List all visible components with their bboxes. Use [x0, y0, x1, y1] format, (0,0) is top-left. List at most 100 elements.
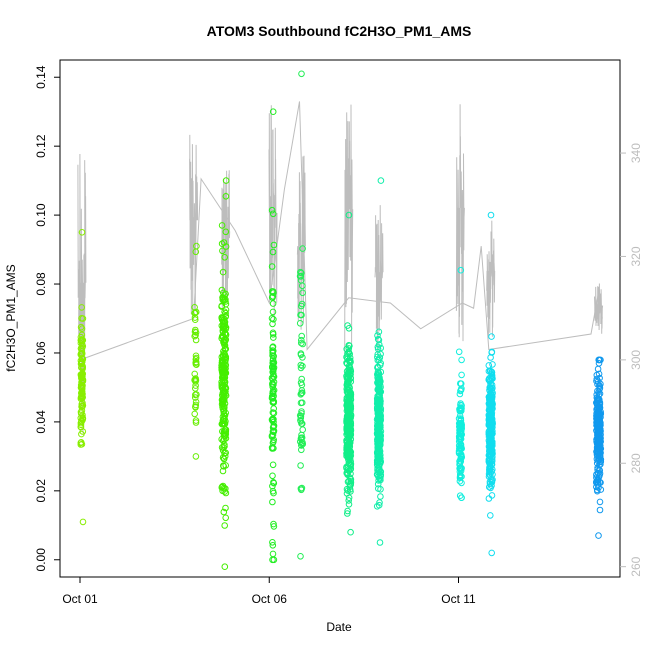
data-point — [192, 336, 200, 344]
data-point — [298, 269, 305, 277]
data-point — [218, 314, 225, 321]
data-point — [595, 360, 603, 367]
data-point — [345, 342, 353, 349]
data-point — [344, 449, 351, 457]
data-point — [78, 385, 86, 393]
data-point — [297, 553, 304, 560]
data-point — [487, 414, 495, 422]
data-point — [345, 406, 353, 414]
data-point — [345, 497, 353, 504]
data-point — [78, 370, 86, 378]
y-tick-label: 0.04 — [34, 410, 48, 434]
data-point — [489, 447, 496, 454]
point-cluster-4 — [296, 70, 307, 560]
data-point — [298, 70, 305, 78]
data-point — [377, 415, 385, 423]
data-point — [192, 359, 199, 367]
data-point — [297, 462, 304, 469]
data-point — [596, 453, 604, 461]
data-point — [222, 385, 229, 392]
data-point — [222, 514, 229, 522]
data-point — [269, 539, 276, 546]
data-point — [221, 522, 228, 529]
data-point — [298, 399, 306, 407]
data-point — [268, 206, 276, 214]
data-point — [192, 248, 200, 256]
data-point — [593, 375, 601, 383]
data-point — [298, 389, 305, 397]
data-point — [345, 423, 352, 430]
data-point — [269, 428, 277, 435]
data-point — [269, 445, 276, 452]
data-point — [218, 400, 226, 408]
data-point — [594, 487, 601, 495]
data-point — [457, 472, 464, 480]
data-point — [192, 419, 200, 426]
data-point — [268, 288, 276, 295]
data-point — [486, 411, 494, 418]
data-point — [347, 407, 354, 415]
data-point — [219, 333, 227, 341]
data-point — [221, 345, 229, 353]
data-point — [299, 426, 307, 434]
y-tick-label: 0.08 — [34, 272, 48, 296]
data-point — [485, 470, 493, 478]
data-point — [597, 380, 604, 388]
data-point — [345, 467, 353, 475]
data-point — [78, 304, 85, 311]
data-point — [488, 422, 496, 430]
y2-tick-label: 300 — [629, 350, 643, 370]
point-cluster-9 — [593, 356, 605, 539]
data-point — [78, 417, 85, 425]
data-point — [298, 434, 306, 442]
data-point — [345, 459, 353, 467]
data-point — [192, 398, 200, 406]
data-point — [270, 289, 277, 297]
data-point — [269, 498, 276, 506]
data-point — [456, 468, 464, 476]
data-point — [222, 504, 229, 512]
data-point — [486, 431, 494, 439]
data-point — [596, 470, 604, 477]
data-point — [595, 412, 602, 420]
data-point — [456, 458, 463, 465]
y-tick-label: 0.02 — [34, 479, 48, 503]
data-point — [345, 434, 353, 442]
data-point — [347, 371, 354, 378]
data-point — [78, 325, 86, 333]
data-point — [457, 380, 465, 388]
data-point — [270, 365, 277, 373]
data-point — [78, 407, 86, 414]
data-point — [343, 394, 351, 402]
data-point — [376, 402, 384, 409]
data-point — [458, 371, 465, 379]
y2-tick-label: 340 — [629, 143, 643, 163]
data-point — [375, 433, 382, 441]
data-point — [458, 479, 465, 487]
point-cluster-8 — [485, 211, 496, 557]
data-point — [220, 396, 228, 404]
data-point — [78, 336, 85, 343]
data-point — [191, 309, 199, 316]
data-point — [343, 415, 351, 423]
data-point — [221, 253, 228, 261]
data-point — [489, 476, 496, 484]
point-cluster-3 — [268, 108, 278, 564]
data-point — [345, 374, 352, 382]
data-point — [377, 378, 384, 385]
data-point — [192, 417, 200, 424]
data-point — [270, 352, 278, 360]
data-point — [220, 415, 227, 423]
gray-spike-9 — [594, 283, 604, 334]
data-point — [376, 382, 384, 389]
data-point — [219, 268, 227, 276]
data-point — [78, 390, 86, 398]
data-point — [221, 342, 229, 349]
data-point — [487, 354, 494, 361]
data-point — [297, 438, 304, 446]
data-point — [298, 442, 305, 449]
y-tick-label: 0.10 — [34, 203, 48, 227]
data-point — [373, 457, 381, 464]
data-point — [347, 477, 355, 485]
